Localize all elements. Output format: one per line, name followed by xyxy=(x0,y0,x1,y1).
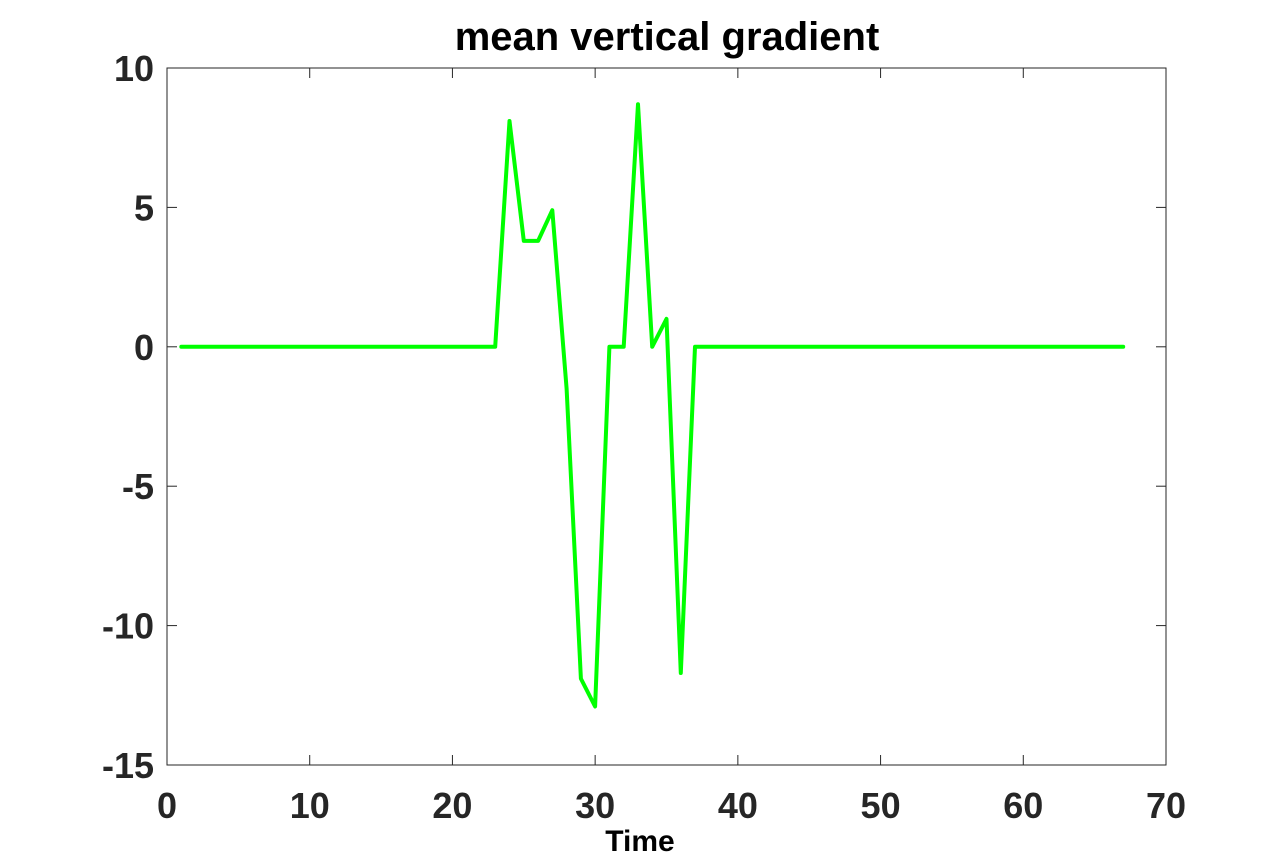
axis-ticks xyxy=(166,67,1167,766)
y-tick-label: -15 xyxy=(102,745,154,786)
x-tick-label: 20 xyxy=(432,785,472,826)
x-axis-label: Time xyxy=(605,825,674,858)
x-tick-label: 10 xyxy=(290,785,330,826)
y-tick-label: -10 xyxy=(102,606,154,647)
plot-area xyxy=(166,67,1167,766)
y-tick-label: 0 xyxy=(134,327,154,368)
x-tick-label: 30 xyxy=(575,785,615,826)
y-tick-label: 10 xyxy=(114,48,154,89)
y-tick-label: -5 xyxy=(122,466,154,507)
series-layer xyxy=(179,102,1126,709)
x-tick-label: 60 xyxy=(1003,785,1043,826)
chart-title: mean vertical gradient xyxy=(455,15,880,59)
x-tick-label: 50 xyxy=(861,785,901,826)
y-tick-labels: -15 -10 -5 0 5 10 xyxy=(102,48,154,786)
x-tick-labels: 0 10 20 30 40 50 60 70 xyxy=(157,785,1186,826)
series-line xyxy=(179,102,1126,709)
y-tick-label: 5 xyxy=(134,187,154,228)
x-tick-label: 0 xyxy=(157,785,177,826)
x-tick-label: 40 xyxy=(718,785,758,826)
x-tick-label: 70 xyxy=(1146,785,1186,826)
